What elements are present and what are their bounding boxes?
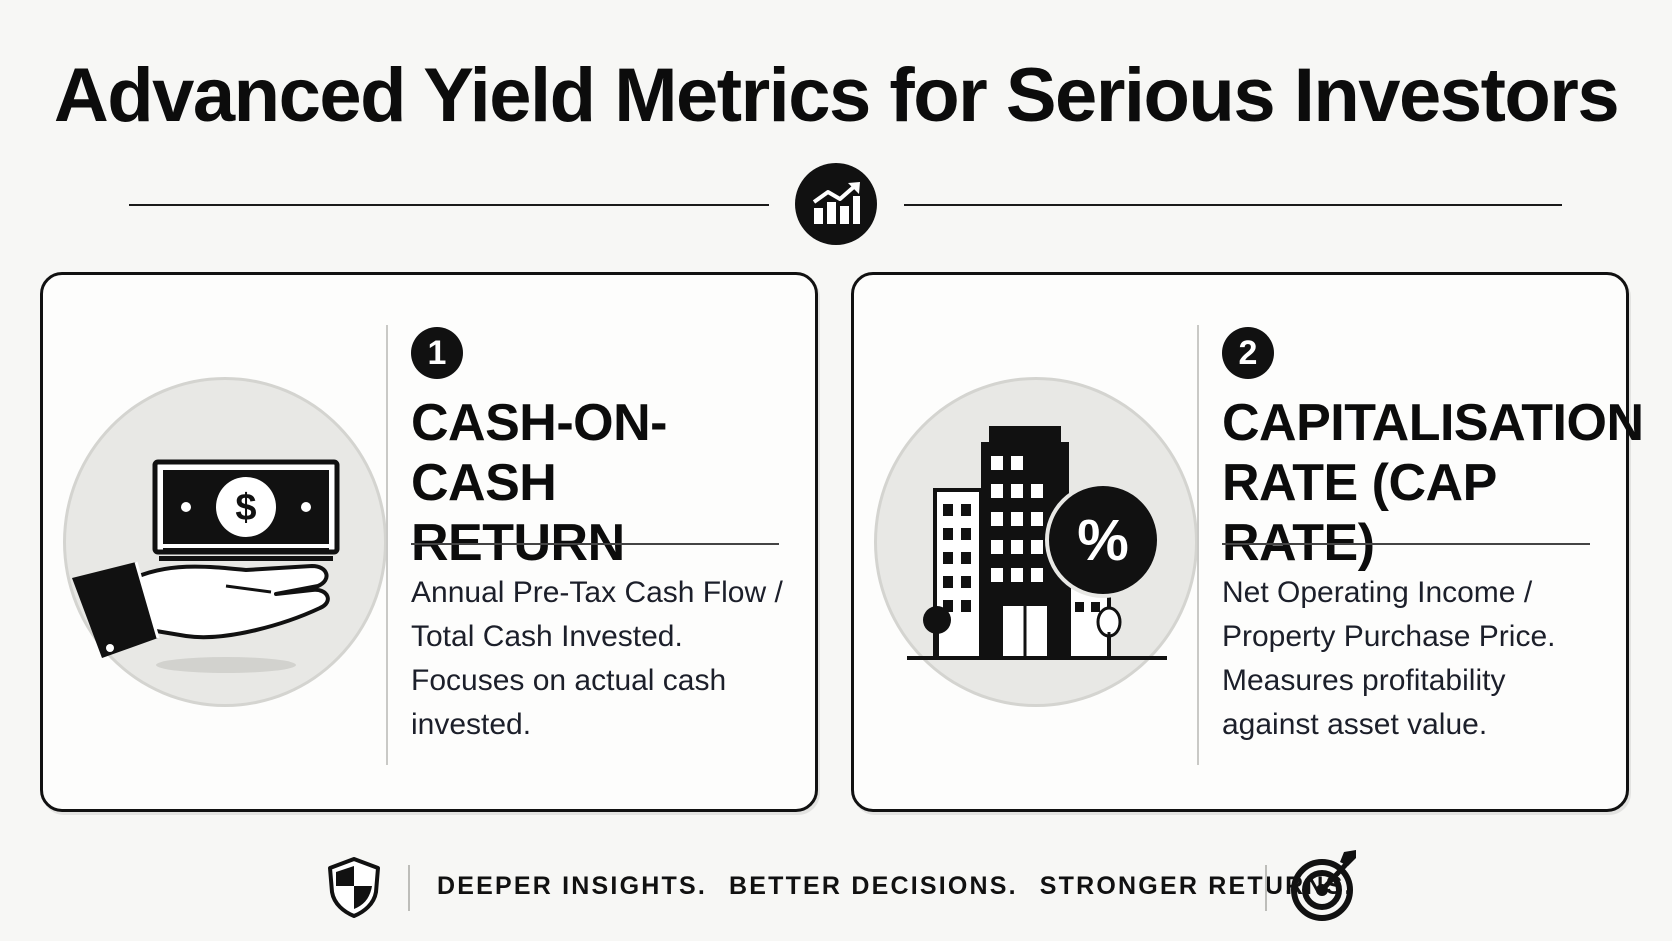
description-line: Property Purchase Price. (1222, 620, 1556, 653)
card-title: CASH-ON-CASH RETURN (411, 393, 806, 573)
card-title-line: RATE (CAP RATE) (1222, 454, 1496, 572)
description-line: invested. (411, 708, 532, 741)
hand-holding-money-icon: $ (63, 377, 387, 707)
description-line: against asset value. (1222, 708, 1488, 741)
target-icon (1290, 848, 1362, 927)
card-separator (1197, 325, 1199, 765)
description-line: Total Cash Invested. (411, 620, 683, 653)
description-line: Net Operating Income / (1222, 576, 1533, 609)
metric-card-cap-rate: % 2 CAPITALISATION RATE (CAP RATE) Net O… (851, 272, 1644, 812)
svg-text:%: % (1077, 508, 1129, 573)
step-number-badge: 2 (1222, 327, 1274, 379)
card-description: Annual Pre-Tax Cash Flow / Total Cash In… (411, 571, 796, 747)
divider-right (904, 204, 1562, 206)
footer-separator (408, 865, 410, 911)
divider-left (129, 204, 769, 206)
card-title: CAPITALISATION RATE (CAP RATE) (1222, 393, 1644, 573)
page-title: Advanced Yield Metrics for Serious Inves… (53, 53, 1620, 138)
card-rule (1222, 543, 1590, 545)
step-number-badge: 1 (411, 327, 463, 379)
card-rule (411, 543, 779, 545)
footer-separator (1265, 865, 1267, 911)
description-line: Focuses on actual cash (411, 664, 727, 697)
shield-icon (326, 856, 382, 923)
svg-text:$: $ (235, 487, 256, 529)
tagline-item: BETTER DECISIONS. (728, 872, 1018, 900)
card-title-line: CAPITALISATION (1222, 394, 1644, 452)
card-separator (386, 325, 388, 765)
building-percent-icon: % (874, 377, 1198, 707)
footer-tagline: DEEPER INSIGHTS. BETTER DECISIONS. STRONGE… (437, 872, 1376, 901)
description-line: Annual Pre-Tax Cash Flow / (411, 576, 783, 609)
growth-chart-icon (795, 163, 877, 245)
card-description: Net Operating Income / Property Purchase… (1222, 571, 1607, 747)
card-title-line: CASH-ON-CASH (411, 394, 667, 512)
tagline-item: DEEPER INSIGHTS. (437, 872, 707, 900)
description-line: Measures profitability (1222, 664, 1506, 697)
metric-card-cash-on-cash: $ 1 CASH-ON-CASH RETURN Annual Pre-Tax C… (40, 272, 818, 812)
